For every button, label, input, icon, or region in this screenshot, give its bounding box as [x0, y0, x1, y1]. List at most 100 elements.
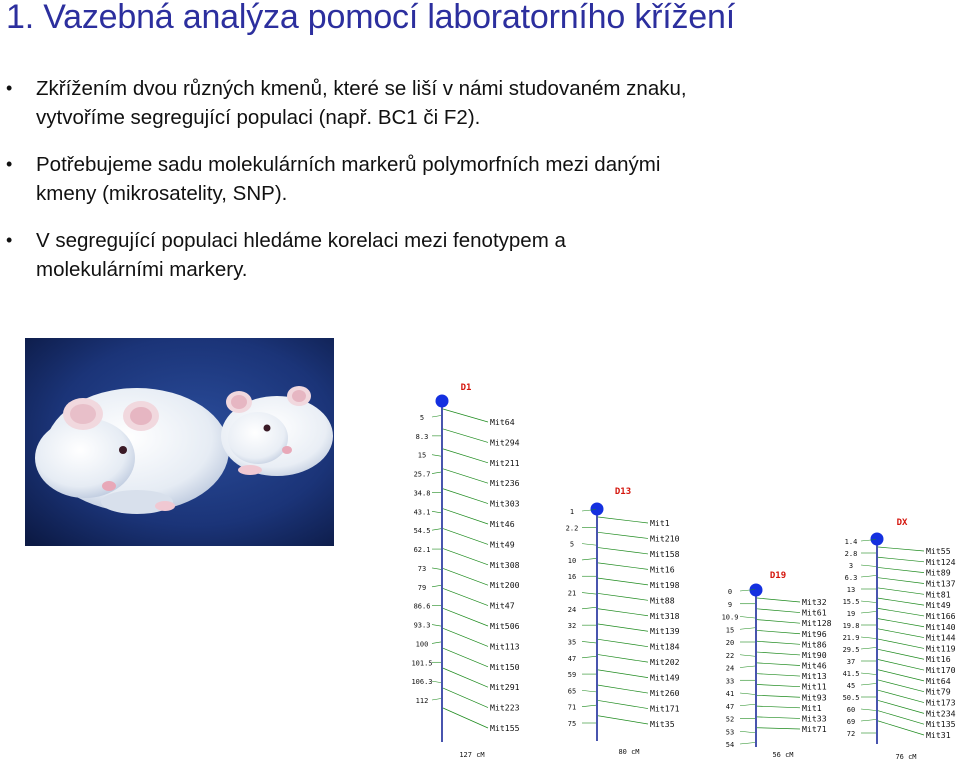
marker-label: Mit79: [926, 687, 951, 697]
marker-connector: [442, 608, 489, 627]
marker-connector: [442, 707, 489, 729]
marker-connector: [442, 528, 489, 545]
marker-label: Mit35: [650, 719, 675, 729]
marker-label: Mit291: [490, 682, 520, 692]
marker-connector: [877, 689, 925, 703]
chromosome-name: DX: [897, 518, 908, 528]
marker-connector: [877, 567, 925, 573]
position-tick: [739, 616, 756, 619]
position-label: 6.3: [845, 574, 858, 582]
marker-connector: [442, 687, 489, 708]
marker-label: Mit166: [926, 611, 956, 621]
marker-connector: [597, 654, 649, 663]
marker-connector: [597, 608, 649, 617]
marker-connector: [877, 638, 925, 649]
marker-connector: [597, 577, 649, 586]
marker-connector: [877, 618, 925, 628]
position-tick: [739, 654, 756, 657]
centromere-icon: [870, 532, 884, 546]
marker-label: Mit158: [650, 549, 680, 559]
position-label: 21.9: [843, 634, 860, 642]
position-tick: [581, 704, 597, 707]
centromere-icon: [590, 502, 604, 516]
marker-connector: [756, 694, 801, 698]
position-label: 52: [726, 716, 734, 724]
marker-label: Mit506: [490, 621, 520, 631]
position-label: 22: [726, 652, 734, 660]
marker-label: Mit119: [926, 643, 956, 653]
marker-connector: [877, 556, 925, 563]
position-label: 5: [570, 541, 574, 549]
position-tick: [739, 692, 756, 695]
position-label: 73: [418, 565, 426, 573]
position-label: 54.5: [414, 527, 431, 535]
position-label: 79: [418, 584, 426, 592]
marker-label: Mit184: [650, 642, 680, 652]
position-tick: [739, 730, 756, 734]
position-tick: [581, 655, 597, 659]
marker-connector: [442, 408, 489, 423]
position-tick: [860, 708, 877, 711]
position-label: 2.2: [566, 524, 579, 532]
position-label: 19.8: [843, 622, 860, 630]
position-tick: [739, 742, 756, 745]
position-label: 112: [416, 697, 429, 705]
marker-label: Mit149: [650, 673, 680, 683]
marker-connector: [877, 648, 925, 660]
position-label: 69: [847, 718, 855, 726]
marker-label: Mit88: [650, 595, 675, 605]
marker-label: Mit49: [926, 600, 951, 610]
position-tick: [431, 624, 442, 627]
marker-label: Mit170: [926, 665, 956, 675]
marker-connector: [756, 716, 801, 719]
bullet-text-line: vytvoříme segregující populaci (např. BC…: [36, 106, 481, 129]
marker-connector: [756, 727, 801, 730]
marker-connector: [442, 588, 489, 606]
marker-label: Mit81: [926, 589, 951, 599]
marker-connector: [442, 568, 489, 586]
marker-connector: [756, 651, 801, 656]
position-label: 33: [726, 677, 734, 685]
position-tick: [860, 672, 877, 675]
marker-label: Mit308: [490, 560, 520, 570]
position-label: 10: [568, 557, 576, 565]
marker-label: Mit200: [490, 580, 520, 590]
position-tick: [581, 558, 597, 561]
position-label: 2.8: [845, 550, 858, 558]
centromere-icon: [435, 394, 449, 408]
position-label: 45: [847, 682, 855, 690]
position-tick: [431, 454, 442, 457]
marker-connector: [597, 715, 649, 725]
marker-label: Mit93: [802, 692, 827, 702]
position-label: 0: [728, 588, 732, 596]
position-label: 106.3: [411, 678, 432, 686]
position-tick: [431, 680, 442, 683]
marker-connector: [756, 597, 801, 603]
position-label: 5: [420, 414, 424, 422]
marker-label: Mit1: [802, 703, 822, 713]
position-label: 93.3: [414, 622, 431, 630]
bullet-item: • V segregující populaci hledáme korelac…: [0, 226, 960, 284]
position-tick: [581, 641, 597, 644]
marker-label: Mit46: [490, 519, 515, 529]
slide-title: 1. Vazebná analýza pomocí laboratorního …: [6, 0, 735, 36]
marker-connector: [597, 623, 649, 632]
position-label: 34.8: [414, 489, 431, 497]
position-label: 8.3: [416, 433, 429, 441]
marker-connector: [442, 468, 489, 484]
marker-label: Mit137: [926, 578, 956, 588]
mice-photo: [25, 338, 334, 546]
marker-connector: [877, 587, 925, 595]
position-label: 1.4: [845, 538, 858, 546]
position-tick: [431, 471, 442, 474]
marker-label: Mit318: [650, 611, 680, 621]
marker-connector: [877, 679, 925, 693]
position-label: 86.6: [414, 603, 431, 611]
marker-connector: [597, 638, 649, 648]
marker-label: Mit303: [490, 499, 520, 509]
marker-connector: [597, 562, 649, 570]
position-label: 16: [568, 573, 576, 581]
position-label: 15: [726, 626, 734, 634]
marker-label: Mit96: [802, 629, 827, 639]
marker-label: Mit113: [490, 641, 520, 651]
